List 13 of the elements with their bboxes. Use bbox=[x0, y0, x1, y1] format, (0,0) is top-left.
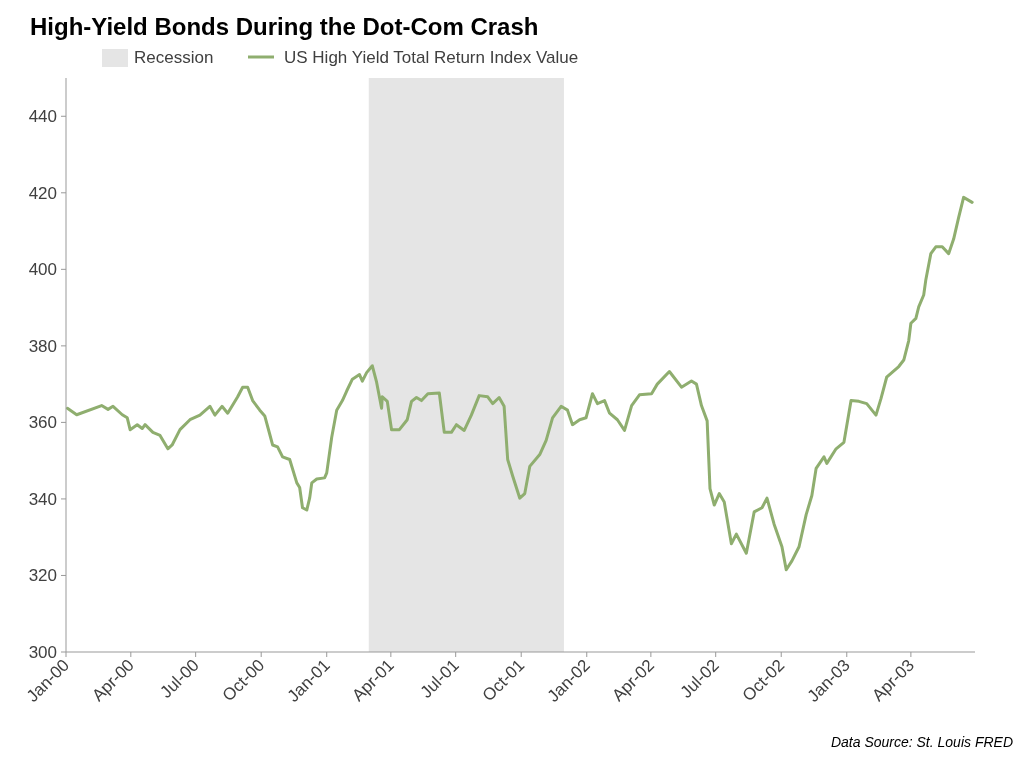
chart-title: High-Yield Bonds During the Dot-Com Crash bbox=[30, 13, 539, 40]
legend-label: Recession bbox=[134, 48, 214, 67]
y-tick-label: 340 bbox=[28, 489, 57, 509]
y-tick-label: 440 bbox=[28, 107, 57, 127]
source-note: Data Source: St. Louis FRED bbox=[830, 734, 1013, 750]
line-series bbox=[65, 195, 974, 572]
y-tick-label: 400 bbox=[28, 260, 57, 280]
legend-label: US High Yield Total Return Index Value bbox=[284, 48, 579, 67]
y-tick-label: 360 bbox=[28, 413, 57, 433]
y-tick-label: 420 bbox=[28, 183, 57, 203]
y-tick-label: 380 bbox=[28, 336, 57, 356]
y-tick-label: 300 bbox=[28, 642, 57, 662]
y-tick-label: 320 bbox=[28, 566, 57, 586]
